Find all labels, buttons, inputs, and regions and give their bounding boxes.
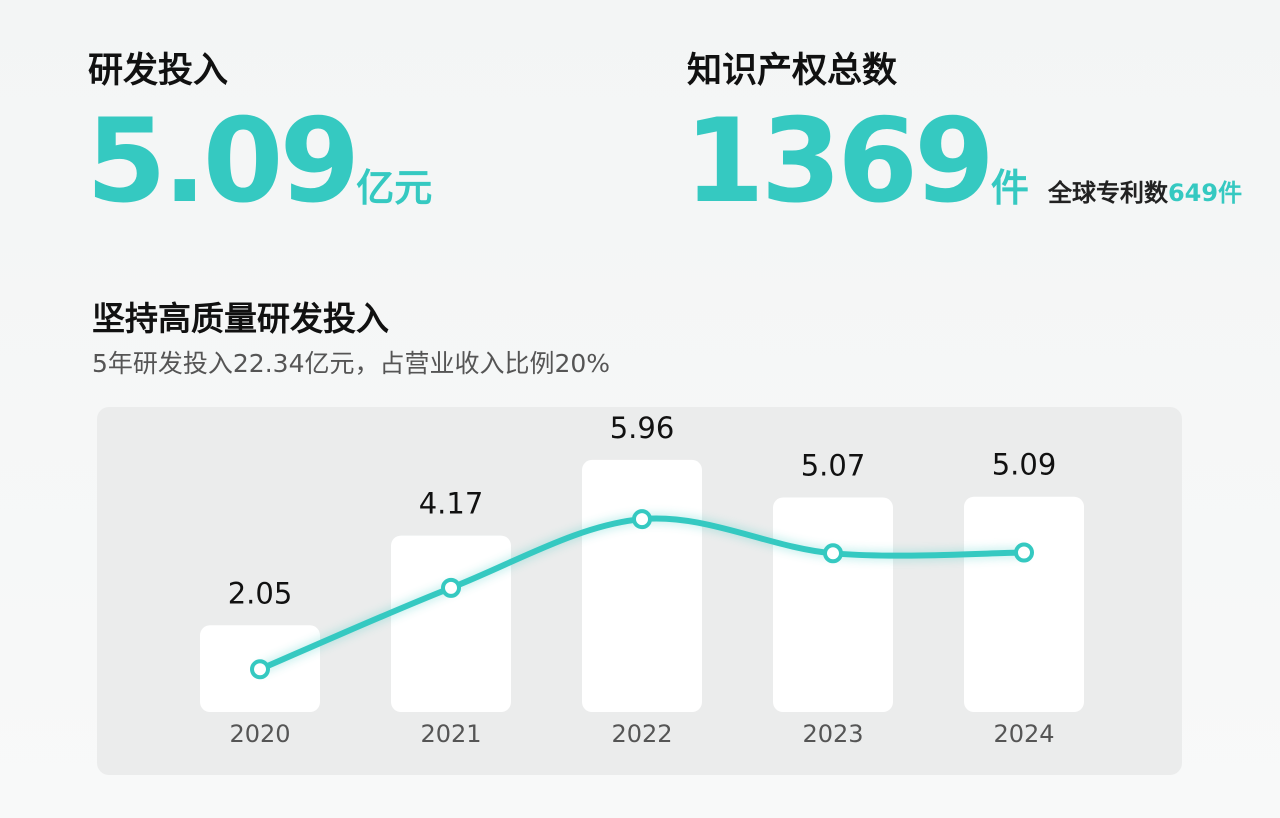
bar — [582, 459, 702, 712]
x-tick-label: 2021 — [420, 720, 481, 748]
stat-value: 5.09 — [86, 94, 360, 229]
x-tick-label: 2024 — [993, 720, 1054, 748]
line-point — [632, 509, 652, 530]
stat-note-unit: 件 — [1218, 179, 1243, 207]
stat-label: 知识产权总数 — [687, 51, 898, 91]
line-point — [250, 659, 270, 680]
stat-note: 全球专利数 — [1047, 179, 1168, 207]
chart-subtitle: 5年研发投入22.34亿元，占营业收入比例20% — [92, 349, 611, 378]
stat-label: 研发投入 — [88, 51, 229, 91]
value-label: 5.09 — [992, 448, 1057, 482]
stat-value: 1369 — [684, 94, 995, 229]
value-label: 2.05 — [228, 576, 293, 610]
bar — [391, 535, 511, 712]
line-point — [823, 543, 843, 564]
stat: 5.09亿元 — [86, 104, 432, 220]
stat-unit: 件 — [990, 166, 1029, 210]
stat: 1369件 全球专利数649件 — [684, 104, 1242, 220]
value-label: 4.17 — [419, 487, 484, 521]
value-label: 5.96 — [610, 411, 675, 445]
line-point — [441, 577, 461, 598]
chart-title: 坚持高质量研发投入 — [92, 299, 389, 338]
bar — [773, 497, 893, 712]
value-label: 5.07 — [801, 449, 866, 483]
line-point — [1014, 542, 1034, 563]
x-tick-label: 2020 — [229, 720, 290, 748]
stat-note-value: 649 — [1167, 179, 1219, 207]
stat-unit: 亿元 — [356, 166, 433, 210]
x-tick-label: 2023 — [802, 720, 863, 748]
bar — [964, 496, 1084, 712]
x-tick-label: 2022 — [611, 720, 672, 748]
